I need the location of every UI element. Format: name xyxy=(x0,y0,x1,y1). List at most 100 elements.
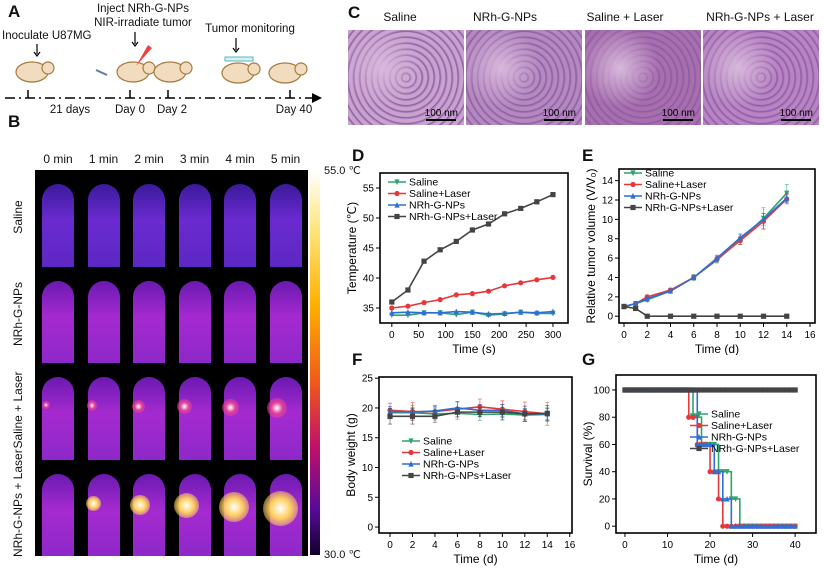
data-point xyxy=(741,387,747,393)
data-point xyxy=(485,221,492,227)
legend-item: NRh-G-NPs xyxy=(402,459,479,471)
x-tick-label: 2 xyxy=(644,330,650,341)
data-point xyxy=(749,523,756,529)
data-point xyxy=(502,211,508,217)
y-tick-label: 60 xyxy=(599,440,611,451)
y-tick-label: 8 xyxy=(607,234,613,245)
hotspot xyxy=(262,490,298,526)
legend-label: NRh-G-NPs xyxy=(711,432,767,444)
data-point xyxy=(633,305,639,312)
series-line xyxy=(624,389,796,527)
data-point xyxy=(544,410,550,416)
time-label: 1 min xyxy=(88,152,119,166)
data-point xyxy=(703,441,709,448)
data-point xyxy=(499,409,505,415)
data-point xyxy=(771,387,777,393)
data-point xyxy=(633,300,639,307)
x-axis-label: Time (s) xyxy=(452,342,496,355)
data-point xyxy=(741,523,747,529)
histology-header: Saline xyxy=(383,10,417,24)
data-point xyxy=(673,387,679,393)
data-point xyxy=(656,387,662,393)
legend-marker xyxy=(696,422,702,429)
legend-marker xyxy=(696,445,702,452)
plot-frame xyxy=(379,172,569,324)
legend-marker xyxy=(630,192,636,199)
data-point xyxy=(720,387,726,393)
caliper-icon xyxy=(224,56,254,62)
data-point xyxy=(681,387,688,393)
timeline-label: Day 2 xyxy=(156,104,188,116)
thermal-image xyxy=(263,170,309,267)
data-point xyxy=(749,387,756,393)
legend-label: NRh-G-NPs+Laser xyxy=(423,470,512,482)
mouse-thermal-silhouette xyxy=(87,280,120,363)
mouse-thermal-silhouette xyxy=(133,184,165,267)
legend-marker xyxy=(630,170,636,177)
legend: SalineSaline+LaserNRh-G-NPsNRh-G-NPs+Las… xyxy=(624,168,734,214)
legend-item: NRh-G-NPs xyxy=(624,191,701,203)
legend-item: NRh-G-NPs xyxy=(388,200,465,212)
data-point xyxy=(728,523,734,529)
series-nrh-g-nps-laser xyxy=(621,303,790,319)
x-tick-label: 4 xyxy=(432,540,438,551)
time-label: 5 min xyxy=(270,152,301,166)
data-point xyxy=(732,496,739,503)
monitoring-label: Tumor monitoring xyxy=(205,23,295,35)
colorbar-min-label: 30.0 ℃ xyxy=(324,549,361,561)
data-point xyxy=(711,387,717,393)
time-label: 0 min xyxy=(43,152,73,166)
mouse-icon xyxy=(221,62,261,84)
data-point xyxy=(644,313,650,319)
x-tick-label: 10 xyxy=(662,540,674,551)
data-point xyxy=(784,523,790,529)
x-axis-label: Time (d) xyxy=(453,552,497,566)
thermal-image xyxy=(172,363,218,460)
legend-label: Saline+Laser xyxy=(409,188,471,200)
data-point xyxy=(677,387,683,393)
data-point xyxy=(550,274,556,280)
panel-label-d: D xyxy=(352,146,365,165)
mouse-thermal-silhouette xyxy=(224,377,256,460)
data-point xyxy=(421,309,427,316)
timeline-label: Day 40 xyxy=(275,104,313,116)
data-point xyxy=(737,523,743,529)
mouse-thermal-silhouette xyxy=(42,280,74,363)
hotspot xyxy=(174,493,200,519)
hotspot xyxy=(176,399,192,415)
plot-frame xyxy=(615,374,817,534)
hotspot xyxy=(218,492,249,522)
thermal-image xyxy=(126,460,172,556)
data-point xyxy=(454,409,461,415)
data-point xyxy=(639,387,645,393)
data-point xyxy=(707,387,713,393)
mouse-thermal-silhouette xyxy=(133,377,165,460)
x-tick-label: 250 xyxy=(518,330,535,341)
y-tick-label: 6 xyxy=(607,254,613,265)
legend-label: NRh-G-NPs xyxy=(645,191,701,203)
legend-item: Saline xyxy=(402,436,452,448)
data-point xyxy=(732,523,739,529)
y-tick-label: 40 xyxy=(363,274,375,285)
colorbar-max-label: 55.0 ℃ xyxy=(324,165,361,177)
hotspot xyxy=(221,398,240,417)
tumor-volume-chart: 0 2 4 6 8 10 12 14 16 0 2 4 6 8 10 12 14 Time (d) Relative… xyxy=(584,168,816,356)
thermal-image xyxy=(126,267,172,363)
mouse-thermal-silhouette xyxy=(178,184,211,267)
x-tick-label: 150 xyxy=(464,330,481,341)
thermal-image-grid xyxy=(35,170,308,556)
mouse-icon xyxy=(15,61,55,83)
thermal-image xyxy=(172,267,218,363)
series-line xyxy=(623,198,788,308)
series-line xyxy=(390,411,548,416)
data-point xyxy=(694,441,700,448)
data-point xyxy=(405,303,411,309)
legend-label: Saline xyxy=(645,168,674,180)
legend-item: NRh-G-NPs xyxy=(690,432,767,444)
data-point xyxy=(669,387,675,393)
thermal-image xyxy=(81,363,127,460)
data-point xyxy=(421,258,427,264)
data-point xyxy=(698,387,705,393)
x-tick-label: 8 xyxy=(714,330,720,341)
data-point xyxy=(635,387,641,393)
